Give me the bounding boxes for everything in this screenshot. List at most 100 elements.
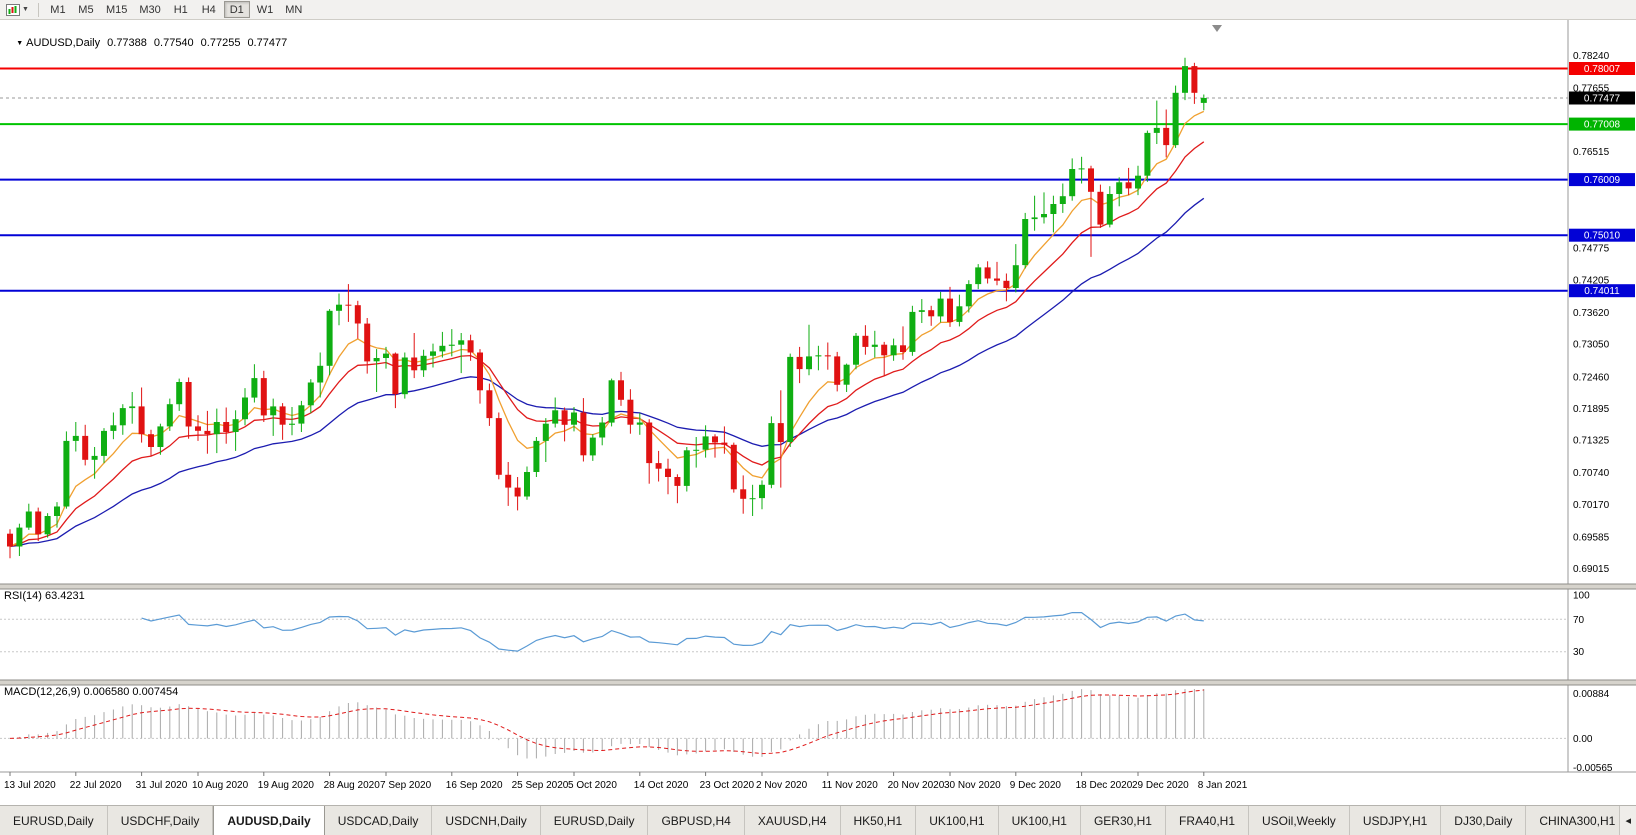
- candle: [185, 377, 192, 439]
- candle: [984, 261, 991, 284]
- price-tick: 0.74775: [1573, 244, 1610, 255]
- candle: [326, 309, 333, 376]
- candle: [994, 261, 1000, 286]
- chart-window-icon-glyph: [5, 3, 20, 16]
- candle: [900, 326, 906, 360]
- timeframe-toolbar: ▼ M1 M5 M15 M30 H1 H4 D1 W1 MN: [0, 0, 1636, 20]
- timeframe-button-mn[interactable]: MN: [280, 1, 307, 18]
- candle: [975, 264, 982, 290]
- price-tick: 0.69585: [1573, 532, 1610, 543]
- timeframe-button-h4[interactable]: H4: [196, 1, 222, 18]
- candle: [1106, 186, 1113, 228]
- candle: [768, 416, 775, 489]
- chart-tab-2[interactable]: AUDUSD,Daily: [213, 806, 325, 835]
- candle: [82, 424, 89, 466]
- chart-tab-10[interactable]: UK100,H1: [998, 806, 1081, 835]
- candle: [514, 477, 521, 511]
- chart-tab-3[interactable]: USDCAD,Daily: [324, 806, 433, 835]
- date-label: 22 Jul 2020: [70, 780, 122, 791]
- chart-tab-6[interactable]: GBPUSD,H4: [648, 806, 745, 835]
- timeframe-button-m30[interactable]: M30: [134, 1, 165, 18]
- chart-tab-9[interactable]: UK100,H1: [916, 806, 999, 835]
- panel-divider[interactable]: [0, 679, 1636, 686]
- chart-tab-1[interactable]: USDCHF,Daily: [107, 806, 214, 835]
- candle: [166, 398, 173, 431]
- candle: [148, 429, 154, 457]
- candle: [712, 434, 718, 458]
- ma-mid-line: [9, 141, 1205, 548]
- candle: [542, 418, 549, 462]
- candle: [354, 300, 361, 339]
- candle: [213, 408, 220, 454]
- candle: [251, 364, 258, 403]
- ma-fast-line: [9, 110, 1205, 548]
- chart-tab-0[interactable]: EURUSD,Daily: [0, 806, 108, 835]
- chart-window-icon[interactable]: [4, 3, 21, 17]
- chart-tab-11[interactable]: GER30,H1: [1080, 806, 1166, 835]
- chart-shift-marker-icon[interactable]: [1212, 25, 1222, 32]
- candle: [364, 318, 371, 374]
- candle: [702, 425, 709, 458]
- candle: [448, 329, 455, 357]
- price-badge: 0.77008: [1569, 117, 1635, 131]
- candle: [195, 415, 201, 441]
- price-badge: 0.76009: [1569, 173, 1635, 187]
- price-tick: 0.71325: [1573, 436, 1610, 447]
- toolbar-separator: [37, 2, 39, 17]
- candle: [777, 390, 784, 488]
- chart-tab-4[interactable]: USDCNH,Daily: [432, 806, 541, 835]
- price-tick: 0.69015: [1573, 564, 1610, 575]
- tab-scroll-left-icon[interactable]: ◂: [1619, 806, 1636, 835]
- chart-tab-13[interactable]: USOil,Weekly: [1249, 806, 1350, 835]
- candle: [157, 423, 164, 455]
- chart-tab-7[interactable]: XAUUSD,H4: [744, 806, 841, 835]
- chart-tab-12[interactable]: FRA40,H1: [1165, 806, 1250, 835]
- candle: [138, 387, 145, 443]
- candle: [1078, 156, 1085, 184]
- candle: [298, 400, 305, 432]
- candle: [44, 513, 51, 538]
- candle: [467, 334, 474, 361]
- candle: [373, 349, 380, 392]
- candle: [1012, 244, 1019, 293]
- date-label: 14 Oct 2020: [634, 780, 689, 791]
- timeframe-buttons-row: M1 M5 M15 M30 H1 H4 D1 W1 MN: [44, 1, 308, 18]
- price-tick: 0.74205: [1573, 275, 1610, 286]
- timeframe-button-d1[interactable]: D1: [223, 1, 250, 18]
- price-tick: 0.72460: [1573, 372, 1610, 383]
- candle: [524, 466, 530, 500]
- timeframe-button-m5[interactable]: M5: [73, 1, 99, 18]
- candle: [693, 437, 700, 468]
- candle: [223, 407, 230, 444]
- price-tick: 0.70740: [1573, 468, 1610, 479]
- candle: [580, 398, 587, 462]
- price-tick: 0.76515: [1573, 147, 1610, 158]
- candle: [937, 291, 944, 323]
- timeframe-button-m1[interactable]: M1: [45, 1, 71, 18]
- chart-tab-8[interactable]: HK50,H1: [840, 806, 917, 835]
- candle: [759, 480, 765, 510]
- chart-tab-15[interactable]: DJ30,Daily: [1441, 806, 1527, 835]
- candle: [571, 407, 577, 432]
- timeframe-button-h1[interactable]: H1: [168, 1, 194, 18]
- candle: [1097, 184, 1104, 228]
- chart-tab-5[interactable]: EURUSD,Daily: [540, 806, 649, 835]
- candle: [270, 398, 277, 436]
- ohlc-close: 0.77477: [247, 37, 288, 49]
- candle: [918, 299, 925, 323]
- panel-divider[interactable]: [0, 583, 1636, 590]
- candle: [401, 352, 408, 399]
- timeframe-button-m15[interactable]: M15: [101, 1, 132, 18]
- candle: [665, 458, 671, 495]
- chart-tab-14[interactable]: USDJPY,H1: [1349, 806, 1442, 835]
- candle: [505, 462, 512, 506]
- timeframe-button-w1[interactable]: W1: [252, 1, 279, 18]
- candle: [1003, 273, 1010, 302]
- price-badge: 0.78007: [1569, 62, 1635, 75]
- chart-type-caret-icon[interactable]: ▼: [22, 6, 29, 13]
- chart-tab-16[interactable]: CHINA300,H1: [1526, 806, 1630, 835]
- date-label: 5 Oct 2020: [568, 780, 617, 791]
- candle: [533, 437, 540, 477]
- symbol-header-triangle-icon[interactable]: ▼: [16, 40, 24, 47]
- candle: [1200, 94, 1207, 111]
